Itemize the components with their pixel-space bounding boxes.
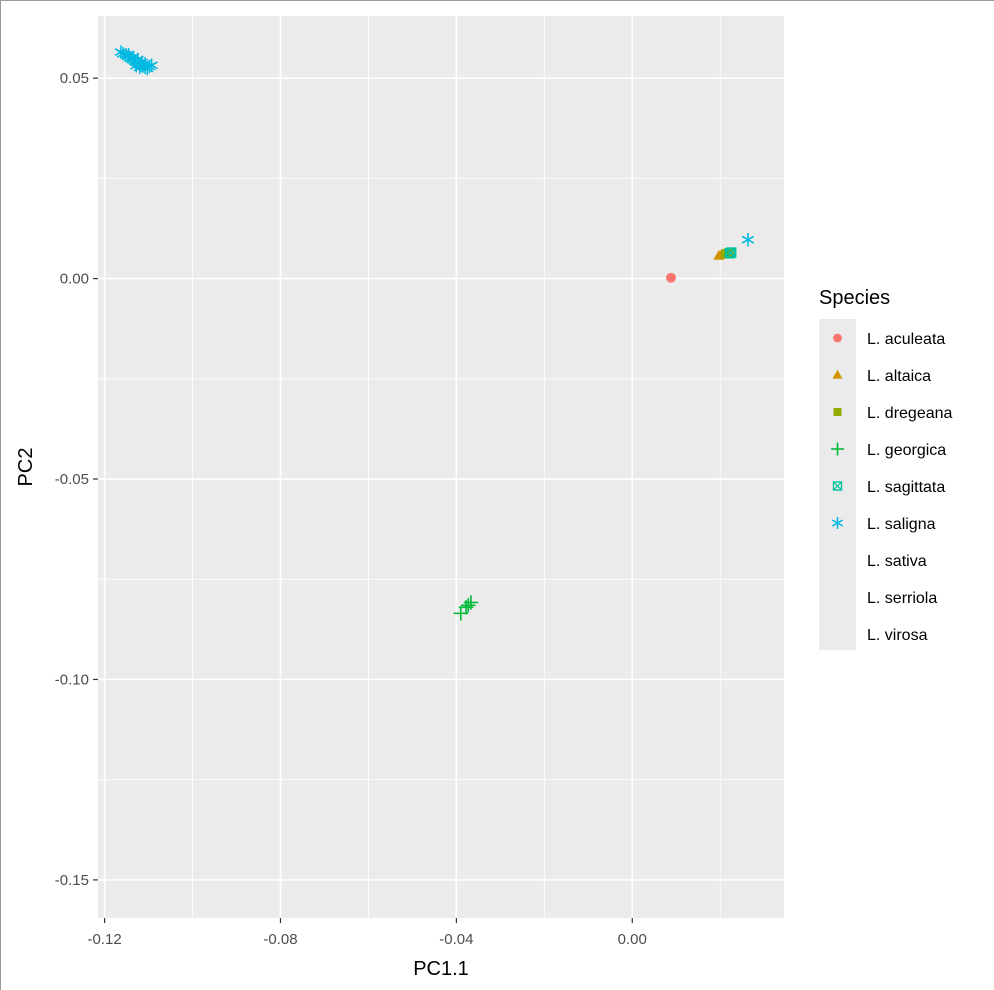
legend-item: L. dregeana (833, 405, 953, 422)
legend-item: L. serriola (867, 590, 937, 607)
y-axis: 0.05 0.00 -0.05 -0.10 -0.15 (55, 70, 98, 889)
legend-items: L. aculeata L. altaica L. dregeana L. georg… (831, 331, 953, 644)
data-point (463, 595, 479, 610)
legend-key-background (819, 319, 856, 650)
legend-key (831, 517, 844, 529)
legend-label: L. dregeana (867, 405, 953, 422)
grid-major (98, 16, 784, 918)
legend-item: L. saligna (831, 516, 936, 533)
data-point (666, 272, 676, 283)
series-l-aculeata (666, 272, 676, 283)
legend-label: L. saligna (867, 516, 936, 533)
legend-item: L. altaica (832, 368, 931, 385)
x-axis-title: PC1.1 (413, 958, 469, 980)
series-l-sagittata (724, 247, 737, 259)
legend-label: L. georgica (867, 442, 946, 459)
x-tick-label: -0.08 (263, 931, 297, 948)
data-point (461, 598, 476, 613)
data-point (726, 247, 737, 258)
legend-label: L. serriola (867, 590, 937, 607)
legend-label: L. sagittata (867, 479, 945, 496)
legend-key (832, 481, 843, 491)
data-points (114, 45, 755, 621)
data-point (741, 232, 755, 247)
y-tick-label: -0.10 (55, 671, 89, 688)
y-tick-label: -0.05 (55, 471, 89, 488)
legend: Species L. aculeata L. altaica L. dregeana… (819, 287, 953, 650)
legend-label: L. virosa (867, 627, 928, 644)
legend-label: L. altaica (867, 368, 931, 385)
series-l-georgica (453, 595, 479, 621)
legend-item: L. georgica (831, 442, 946, 459)
legend-item: L. sativa (867, 553, 927, 570)
legend-key (832, 369, 843, 379)
data-point (138, 56, 152, 71)
legend-title: Species (819, 287, 890, 309)
legend-item: L. aculeata (833, 331, 945, 348)
plot-panel (98, 16, 784, 918)
data-point (130, 58, 143, 73)
grid-minor (98, 16, 784, 918)
data-point (145, 58, 158, 73)
legend-label: L. sativa (867, 553, 927, 570)
y-tick-label: 0.05 (60, 70, 89, 87)
x-tick-label: -0.12 (87, 931, 121, 948)
series-l-saligna (114, 45, 755, 247)
legend-label: L. aculeata (867, 331, 945, 348)
y-axis-title: PC2 (15, 448, 37, 487)
x-axis: -0.12 -0.08 -0.04 0.00 (87, 918, 647, 948)
legend-item: L. sagittata (832, 479, 945, 496)
legend-key (831, 442, 844, 456)
legend-key (833, 408, 842, 416)
legend-item: L. virosa (867, 627, 928, 644)
legend-key (833, 333, 842, 343)
y-tick-label: 0.00 (60, 271, 89, 288)
y-tick-label: -0.15 (55, 872, 89, 889)
x-tick-label: -0.04 (439, 931, 473, 948)
x-tick-label: 0.00 (618, 931, 647, 948)
